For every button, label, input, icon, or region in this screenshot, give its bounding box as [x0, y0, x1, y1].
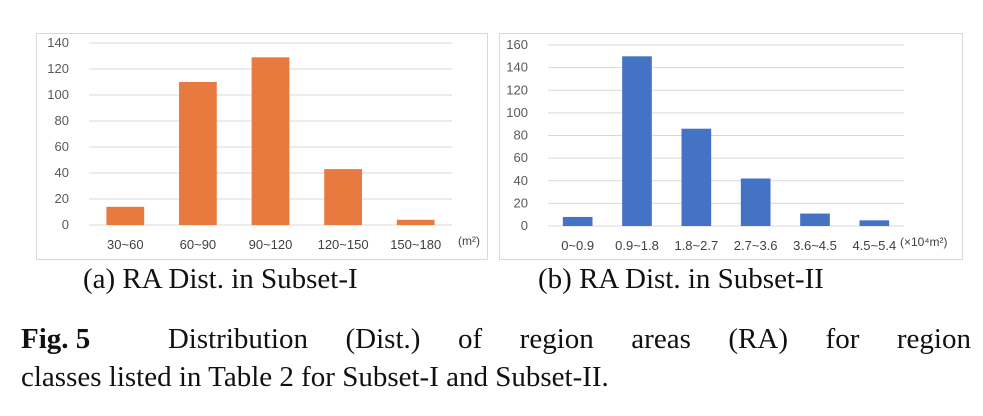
x-tick-label: 90~120 — [249, 237, 293, 252]
caption-word: for — [825, 323, 860, 355]
bar-1.8~2.7 — [681, 128, 712, 226]
y-tick-label: 20 — [55, 191, 69, 206]
bar-30~60 — [106, 206, 145, 225]
y-tick-label: 140 — [47, 35, 69, 50]
chart-subset-2-svg: 0 20 40 60 80 100 120 140 160 0~0.9 0.9~1.8 1.8~2.7… — [506, 37, 948, 253]
bar-3.6~4.5 — [800, 213, 830, 226]
bar-150~180 — [396, 219, 435, 225]
y-tick-label: 80 — [55, 113, 69, 128]
y-tick-label: 0 — [62, 217, 69, 232]
y-tick-label: 20 — [514, 195, 528, 210]
x-tick-label: 30~60 — [107, 237, 144, 252]
x-tick-label: 0~0.9 — [561, 238, 594, 253]
caption-word: (Dist.) — [345, 323, 421, 355]
x-tick-label: 1.8~2.7 — [674, 238, 718, 253]
figure-caption-line-2: classes listed in Table 2 for Subset-I a… — [21, 361, 609, 393]
y-tick-label: 120 — [47, 61, 69, 76]
figure-caption-line-1: Fig. 5 Distribution (Dist.) of region areas (R… — [21, 320, 971, 358]
x-tick-label: 3.6~4.5 — [793, 238, 837, 253]
caption-word: of — [457, 323, 483, 355]
y-tick-label: 40 — [514, 173, 528, 188]
x-tick-label: 120~150 — [318, 237, 369, 252]
x-tick-label: 2.7~3.6 — [734, 238, 778, 253]
y-tick-label: 140 — [506, 60, 528, 75]
caption-word: (RA) — [728, 323, 788, 355]
x-axis-unit-label: (×10⁴m²) — [900, 235, 948, 249]
subfigure-caption-a: (a) RA Dist. in Subset-I — [83, 263, 358, 295]
bar-0~0.9 — [562, 216, 593, 226]
x-tick-label: 0.9~1.8 — [615, 238, 659, 253]
chart-panel-subset-2: 0 20 40 60 80 100 120 140 160 0~0.9 0.9~1.8 1.8~2.7… — [499, 33, 963, 260]
caption-word: region — [896, 323, 971, 355]
x-axis-unit-label: (m²) — [458, 234, 480, 248]
y-tick-label: 100 — [506, 105, 528, 120]
bar-2.7~3.6 — [740, 178, 771, 226]
caption-word: Distribution — [167, 323, 308, 355]
y-tick-label: 40 — [55, 165, 69, 180]
caption-word: areas — [631, 323, 691, 355]
y-tick-label: 0 — [521, 218, 528, 233]
y-tick-label: 120 — [506, 82, 528, 97]
figure-label: Fig. 5 — [21, 323, 91, 355]
subfigure-caption-b: (b) RA Dist. in Subset-II — [538, 263, 824, 295]
chart-panel-subset-1: 0 20 40 60 80 100 120 140 30~60 60~90 90~120 120~15… — [36, 33, 488, 260]
y-tick-label: 80 — [514, 128, 528, 143]
bar-4.5~5.4 — [859, 220, 890, 226]
bar-90~120 — [251, 57, 290, 225]
chart-subset-1-svg: 0 20 40 60 80 100 120 140 30~60 60~90 90~120 120~15… — [47, 35, 480, 252]
y-tick-label: 60 — [514, 150, 528, 165]
y-tick-label: 60 — [55, 139, 69, 154]
y-tick-label: 100 — [47, 87, 69, 102]
caption-word: region — [519, 323, 594, 355]
bar-120~150 — [324, 169, 362, 225]
bar-60~90 — [179, 82, 217, 225]
x-tick-label: 4.5~5.4 — [852, 238, 896, 253]
bar-0.9~1.8 — [622, 56, 652, 226]
y-tick-label: 160 — [506, 37, 528, 52]
x-tick-label: 60~90 — [180, 237, 217, 252]
x-tick-label: 150~180 — [390, 237, 441, 252]
